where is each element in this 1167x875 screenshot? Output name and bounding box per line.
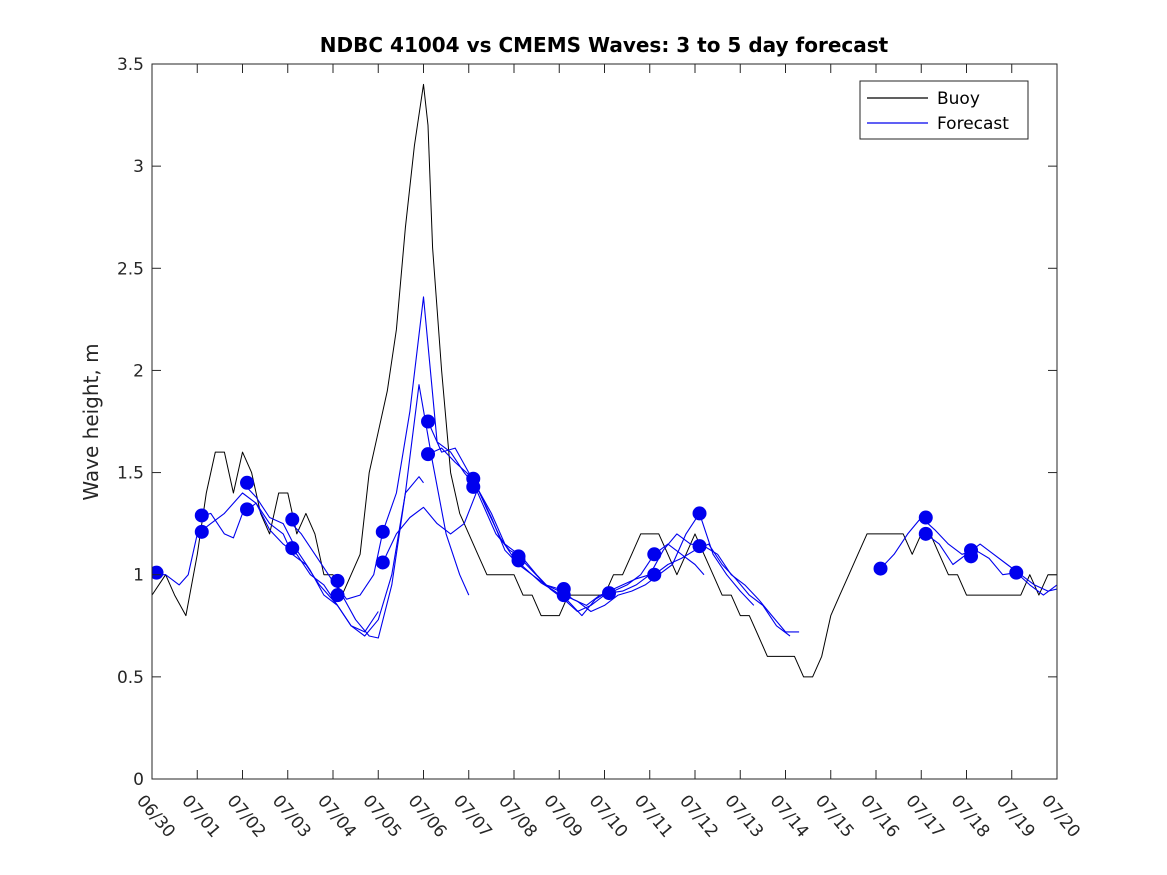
y-tick-label: 0 [133,770,144,790]
forecast-marker [285,541,300,556]
y-axis-label: Wave height, m [79,343,103,500]
legend-box [859,80,1029,140]
chart-title: NDBC 41004 vs CMEMS Waves: 3 to 5 day fo… [320,33,889,57]
y-tick-label: 3 [133,157,144,177]
forecast-marker [964,549,979,564]
y-tick-label: 0.5 [117,668,144,688]
forecast-marker [330,573,345,588]
forecast-marker [556,588,571,603]
forecast-marker [421,447,436,462]
forecast-marker [692,539,707,554]
forecast-marker [240,502,255,517]
forecast-series-line-12 [653,543,791,637]
forecast-marker [602,586,617,601]
forecast-series-line-5 [332,296,519,600]
forecast-marker [466,479,481,494]
forecast-marker [285,512,300,527]
y-tick-label: 3.5 [117,55,144,75]
forecast-marker [240,475,255,490]
y-tick-label: 1.5 [117,464,144,484]
forecast-marker [1009,565,1024,580]
forecast-marker [873,561,888,576]
forecast-marker [194,524,209,539]
forecast-series-line-4 [287,384,470,639]
forecast-marker [647,567,662,582]
forecast-marker [152,565,164,580]
forecast-marker [375,524,390,539]
forecast-marker [918,526,933,541]
forecast-marker [511,553,526,568]
forecast-marker [330,588,345,603]
forecast-marker [918,510,933,525]
forecast-marker [194,508,209,523]
y-tick-label: 1 [133,566,144,586]
forecast-marker [375,555,390,570]
forecast-marker [421,414,436,429]
forecast-series-line-14 [925,533,1057,592]
legend-label-buoy: Buoy [937,89,980,109]
legend-label-forecast: Forecast [937,114,1009,134]
legend: Buoy Forecast [859,80,1029,140]
forecast-marker [647,547,662,562]
plot-area [152,83,1057,678]
y-tick-label: 2.5 [117,259,144,279]
forecast-marker [692,506,707,521]
y-tick-label: 2 [133,361,144,381]
